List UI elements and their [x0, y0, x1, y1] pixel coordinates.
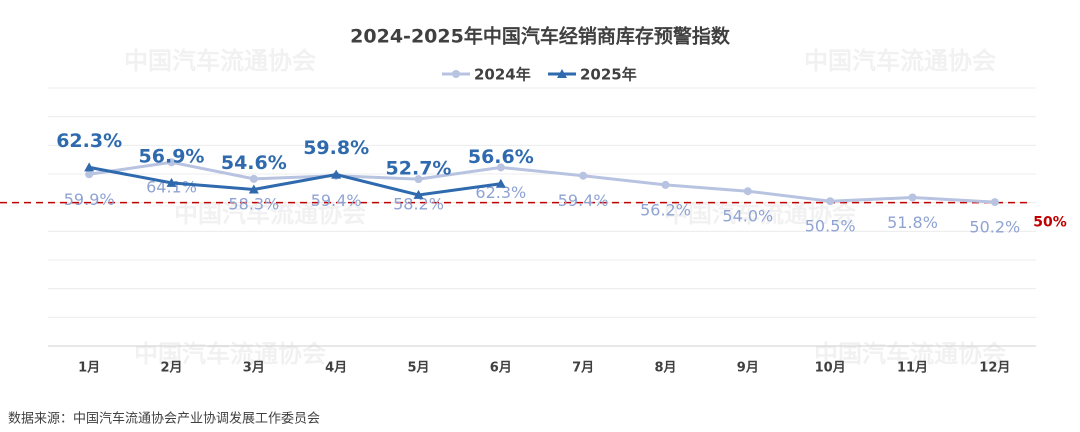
watermark: 中国汽车流通协会: [134, 340, 326, 368]
point-marker: [661, 180, 670, 189]
data-label: 59.9%: [64, 190, 115, 209]
point-marker: [743, 187, 752, 196]
point-marker: [249, 174, 258, 183]
watermark: 中国汽车流通协会: [124, 47, 316, 75]
point-marker: [495, 178, 506, 188]
point-marker: [167, 158, 176, 167]
x-tick-label: 8月: [654, 361, 676, 376]
point-marker: [166, 177, 177, 187]
data-label: 62.3%: [475, 183, 526, 202]
legend-marker: [557, 69, 567, 78]
data-label: 50.2%: [969, 218, 1020, 237]
watermark: 中国汽车流通协会: [814, 340, 1006, 368]
point-marker: [826, 197, 835, 206]
watermark: 中国汽车流通协会: [804, 47, 996, 75]
data-label: 59.4%: [311, 191, 362, 210]
x-tick-label: 5月: [407, 361, 429, 376]
data-label: 56.9%: [139, 145, 205, 167]
data-label: 51.8%: [887, 213, 938, 232]
data-label: 50.5%: [805, 217, 856, 236]
series-line: [88, 160, 995, 204]
data-label: 54.6%: [221, 152, 287, 174]
data-label: 58.3%: [228, 194, 279, 213]
point-marker: [908, 193, 917, 202]
x-tick-label: 3月: [243, 361, 265, 376]
point-marker: [84, 162, 95, 172]
x-tick-label: 12月: [979, 361, 1010, 376]
x-tick-label: 11月: [897, 361, 928, 376]
point-marker: [414, 175, 423, 184]
watermark: 中国汽车流通协会: [664, 200, 856, 228]
data-label: 56.6%: [468, 146, 534, 168]
point-marker: [413, 189, 424, 199]
source-note: 数据来源：中国汽车流通协会产业协调发展工作委员会: [8, 411, 320, 427]
legend-marker: [452, 70, 460, 78]
legend-label: 2024年: [474, 66, 531, 84]
x-tick-label: 1月: [78, 361, 100, 376]
data-label: 59.8%: [303, 137, 369, 159]
series: 59.9%64.1%58.3% 59.4% 58.2%62.3% 59.4% 56.2%…: [64, 158, 1020, 237]
data-label: 58.2%: [393, 195, 444, 214]
x-tick-label: 10月: [815, 361, 846, 376]
x-tick-label: 2月: [160, 361, 182, 376]
point-marker: [248, 184, 259, 194]
point-marker: [990, 198, 999, 207]
point-marker: [579, 171, 588, 180]
watermark: 中国汽车流通协会: [174, 200, 366, 228]
data-label: 59.4%: [558, 191, 609, 210]
point-marker: [85, 170, 94, 179]
series: 62.3% 56.9% 54.6% 59.8% 52.7% 56.6%: [56, 130, 534, 199]
point-marker: [496, 163, 505, 172]
data-label: 52.7%: [386, 157, 452, 179]
x-tick-label: 4月: [325, 361, 347, 376]
reference-label: 50%: [1033, 215, 1067, 231]
x-tick-label: 9月: [737, 361, 759, 376]
x-tick-label: 7月: [572, 361, 594, 376]
point-marker: [331, 169, 342, 179]
x-tick-label: 6月: [490, 361, 512, 376]
data-label: 56.2%: [640, 200, 691, 219]
chart-title: 2024-2025年中国汽车经销商库存预警指数: [350, 25, 731, 48]
series-line: [88, 165, 502, 197]
data-label: 54.0%: [722, 207, 773, 226]
legend-label: 2025年: [580, 66, 637, 84]
data-label: 62.3%: [56, 130, 122, 152]
